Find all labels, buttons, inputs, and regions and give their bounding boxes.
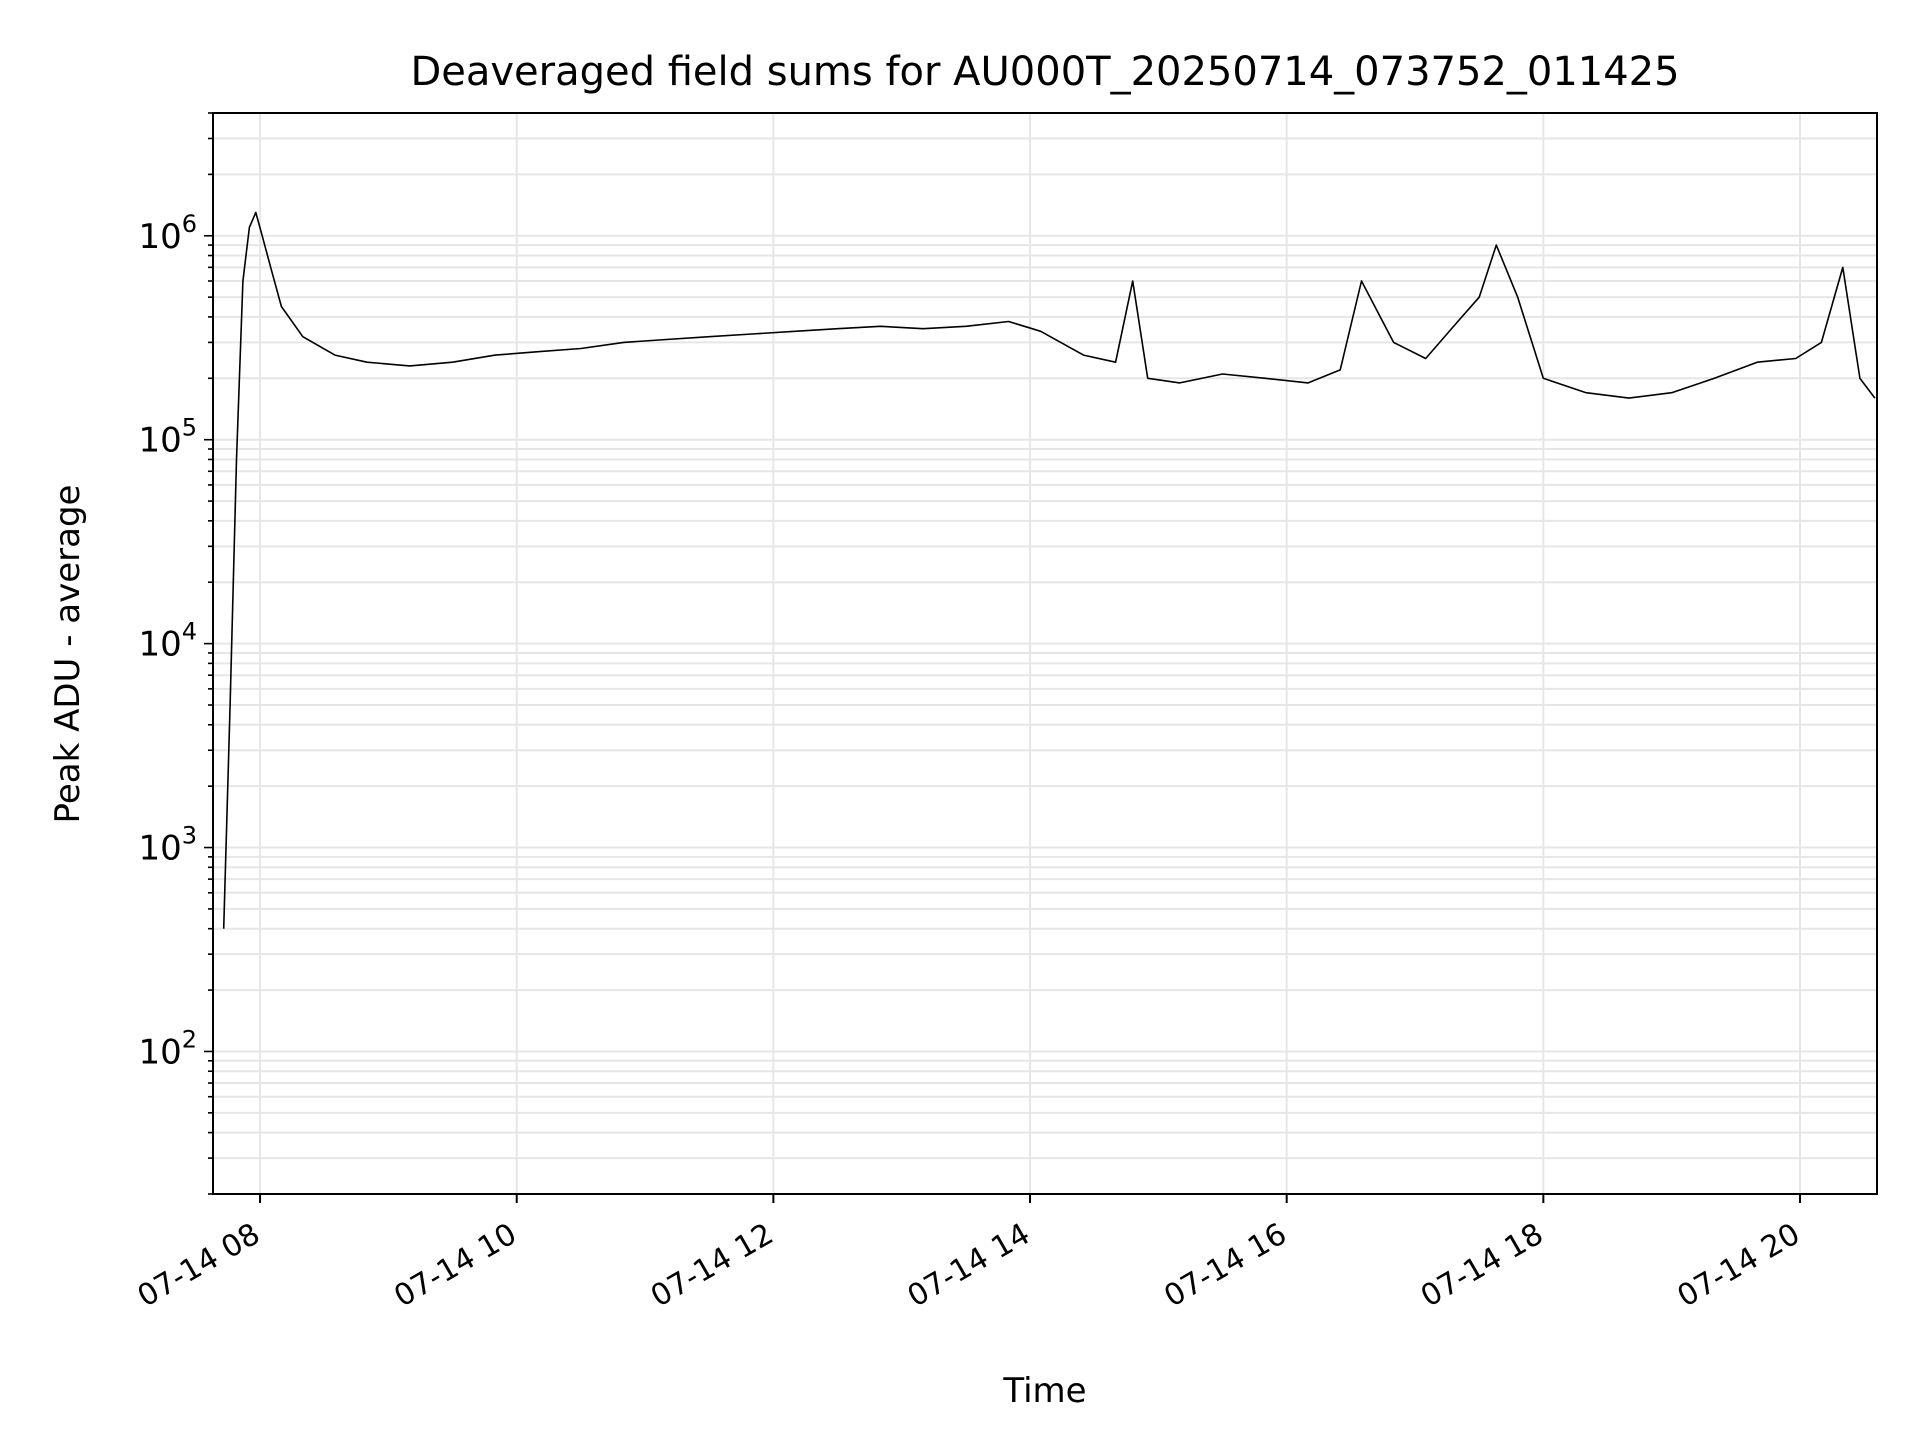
- grid-layer: [213, 112, 1877, 1195]
- x-tick-label: 07-14 18: [1415, 1217, 1549, 1315]
- x-tick-label: 07-14 08: [132, 1217, 266, 1315]
- x-tick-label: 07-14 10: [388, 1217, 522, 1315]
- chart-title: Deaveraged field sums for AU000T_2025071…: [410, 49, 1679, 95]
- y-axis-label: Peak ADU - average: [48, 485, 88, 824]
- x-tick-label: 07-14 20: [1672, 1217, 1806, 1315]
- x-axis-label: Time: [1002, 1371, 1086, 1411]
- x-tick-label: 07-14 14: [902, 1217, 1036, 1315]
- y-tick-label: 105: [138, 414, 197, 461]
- x-tick-label: 07-14 16: [1158, 1217, 1292, 1315]
- y-tick-label: 103: [138, 822, 197, 869]
- y-tick-label: 104: [138, 618, 197, 665]
- y-tick-label: 106: [138, 210, 197, 257]
- series-line: [222, 211, 1876, 929]
- y-tick-label: 102: [138, 1025, 197, 1072]
- line-layer: [222, 211, 1876, 929]
- tick-layer: 07-14 08 07-14 10 07-14 12 07-14 14 07-14 16…: [132, 112, 1806, 1315]
- x-tick-label: 07-14 12: [645, 1217, 779, 1315]
